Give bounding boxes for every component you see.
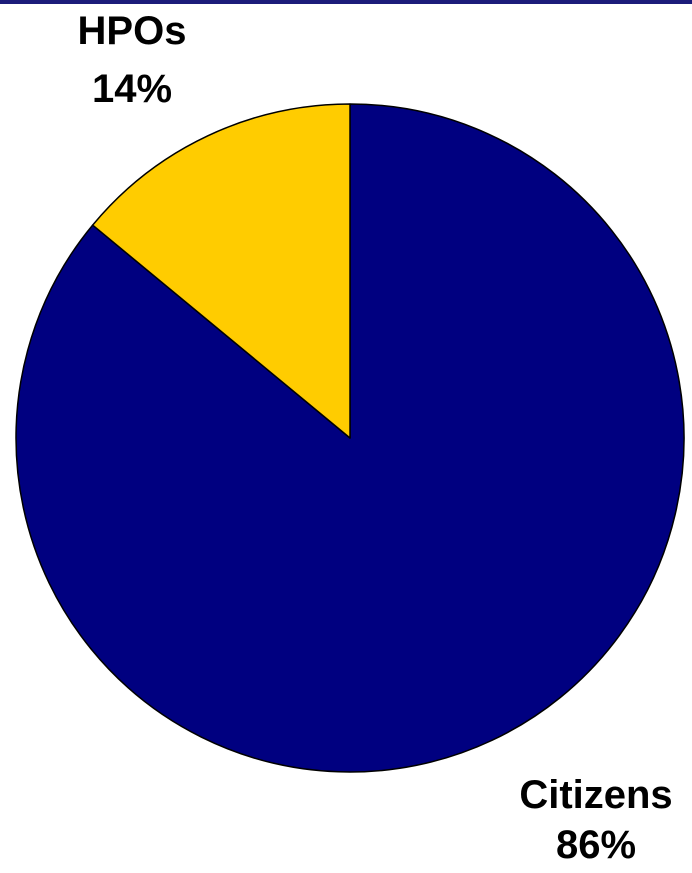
slice-value-hpos: 14% [92, 67, 172, 111]
slice-label-hpos: HPOs [78, 9, 187, 53]
top-rule [0, 0, 692, 4]
slice-label-citizens: Citizens [519, 773, 672, 817]
pie-slice-hpos [91, 103, 351, 439]
pie-slices [15, 103, 685, 773]
slice-value-citizens: 86% [556, 823, 636, 867]
pie-labels: Citizens 86% HPOs 14% [78, 9, 673, 867]
